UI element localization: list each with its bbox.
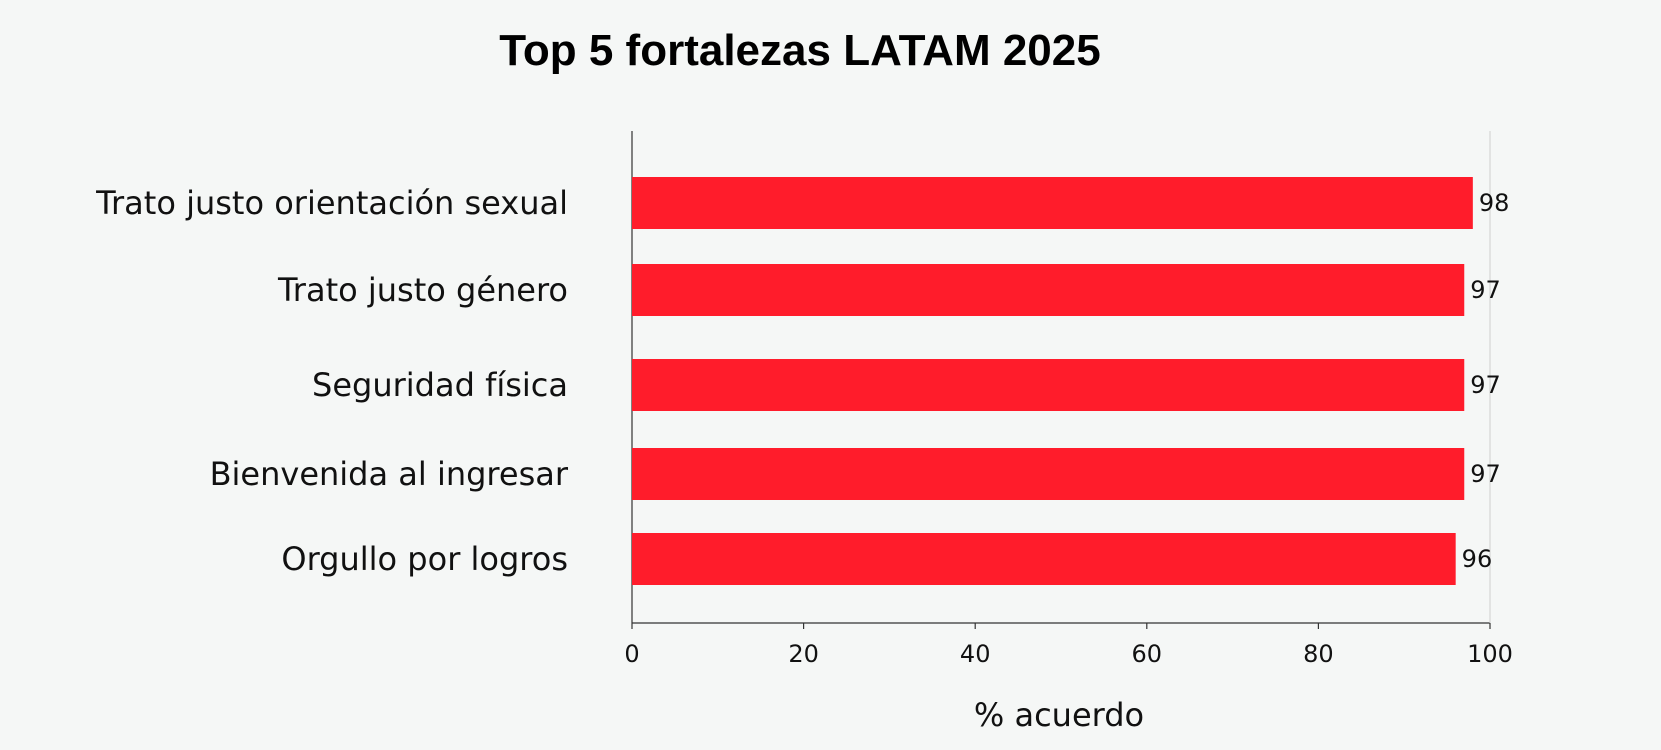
x-tick-label: 0 [624, 640, 639, 668]
chart-title: Top 5 fortalezas LATAM 2025 [499, 26, 1100, 75]
category-label: Bienvenida al ingresar [210, 455, 569, 493]
data-labels: 98 97 97 97 96 [1462, 189, 1510, 573]
category-label: Trato justo orientación sexual [95, 184, 568, 222]
category-label: Trato justo género [277, 271, 568, 309]
bar-value-label: 96 [1462, 545, 1493, 573]
bar [632, 264, 1465, 316]
bar-value-label: 97 [1470, 371, 1501, 399]
bars-group [632, 177, 1473, 585]
x-tick-label: 60 [1132, 640, 1163, 668]
bar-value-label: 98 [1479, 189, 1510, 217]
x-tick-label: 20 [788, 640, 819, 668]
bar [632, 359, 1465, 411]
category-label: Seguridad física [312, 366, 568, 404]
x-axis-title: % acuerdo [974, 696, 1144, 734]
category-label: Orgullo por logros [281, 540, 568, 578]
x-tick-label: 80 [1303, 640, 1334, 668]
bar-value-label: 97 [1470, 460, 1501, 488]
bar [632, 533, 1456, 585]
category-labels: Trato justo orientación sexual Trato just… [95, 184, 569, 578]
bar [632, 448, 1465, 500]
x-axis-ticks: 0 20 40 60 80 100 [624, 623, 1513, 668]
x-tick-label: 100 [1467, 640, 1513, 668]
bar-value-label: 97 [1470, 276, 1501, 304]
x-tick-label: 40 [960, 640, 991, 668]
bar [632, 177, 1473, 229]
